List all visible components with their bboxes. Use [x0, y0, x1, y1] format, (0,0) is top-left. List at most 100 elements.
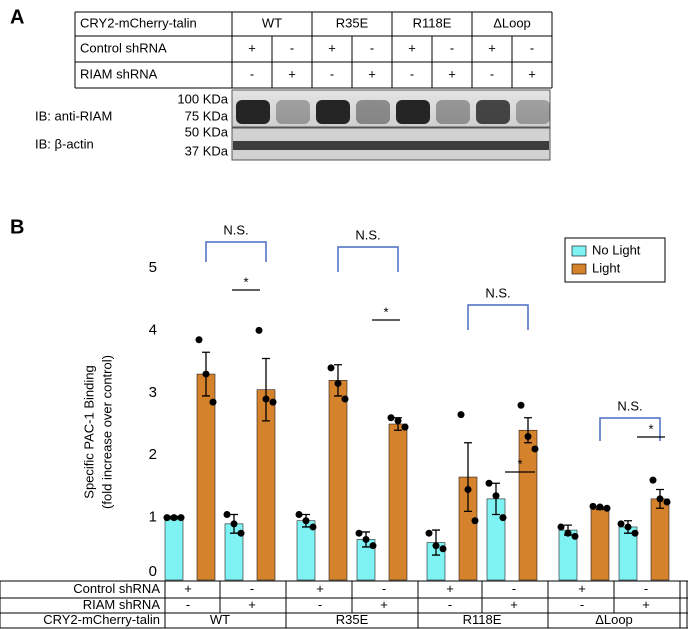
- cell: +: [328, 40, 336, 55]
- annotation: *: [517, 456, 522, 471]
- annotation: N.S.: [355, 227, 380, 242]
- mw-marker: 100 KDa: [177, 91, 228, 106]
- data-point: [464, 486, 472, 494]
- column-header: R118E: [463, 612, 502, 627]
- row-label: CRY2-mCherry-talin: [43, 612, 160, 627]
- data-point: [663, 498, 671, 506]
- data-point: [170, 514, 178, 522]
- data-point: [524, 432, 532, 440]
- mw-marker: 75 KDa: [185, 108, 229, 123]
- y-tick-label: 3: [149, 384, 157, 401]
- data-point: [223, 510, 231, 518]
- cell: +: [368, 66, 376, 81]
- bar: [328, 380, 348, 581]
- data-point: [531, 445, 539, 453]
- data-point: [209, 398, 217, 406]
- cell: +: [510, 597, 518, 612]
- row-label: Control shRNA: [73, 581, 160, 596]
- column-header: R35E: [336, 612, 369, 627]
- column-header: WT: [210, 612, 230, 627]
- data-point: [309, 523, 317, 531]
- row-label: RIAM shRNA: [80, 66, 158, 81]
- error-bar: [262, 357, 270, 422]
- data-point: [571, 532, 579, 540]
- blot-label: IB: anti-RIAM: [35, 108, 112, 123]
- cell: +: [184, 581, 192, 596]
- column-header: R35E: [336, 15, 369, 30]
- blot-band: [356, 100, 390, 124]
- data-point: [589, 502, 597, 510]
- data-point: [603, 504, 611, 512]
- data-point: [362, 535, 370, 543]
- data-point: [425, 529, 433, 537]
- data-point: [471, 517, 479, 525]
- y-tick-label: 5: [149, 259, 157, 276]
- data-point: [334, 379, 342, 387]
- bar: [388, 423, 408, 581]
- row-label: CRY2-mCherry-talin: [80, 15, 197, 30]
- cell: +: [248, 40, 256, 55]
- cell: +: [578, 581, 586, 596]
- panel-label: A: [10, 6, 24, 28]
- data-point: [439, 545, 447, 553]
- annotation: *: [243, 274, 248, 289]
- y-tick-label: 2: [149, 446, 157, 463]
- cell: -: [512, 581, 516, 596]
- row-label: RIAM shRNA: [83, 597, 161, 612]
- legend-swatch: [571, 245, 587, 257]
- cell: +: [248, 597, 256, 612]
- error-bar: [464, 442, 472, 513]
- annotation: N.S.: [223, 222, 248, 237]
- bracket: [467, 304, 529, 330]
- cell: +: [408, 40, 416, 55]
- bracket: [337, 246, 399, 272]
- cell: +: [288, 66, 296, 81]
- data-point: [341, 395, 349, 403]
- annotation: N.S.: [617, 398, 642, 413]
- cell: +: [316, 581, 324, 596]
- data-point: [656, 495, 664, 503]
- data-point: [394, 417, 402, 425]
- blot-band: [396, 100, 430, 124]
- data-point: [557, 523, 565, 531]
- data-point: [295, 510, 303, 518]
- annotation: N.S.: [485, 285, 510, 300]
- data-point: [457, 411, 465, 419]
- y-axis-label: Specific PAC-1 Binding: [81, 365, 96, 498]
- column-header: ΔLoop: [595, 612, 633, 627]
- column-header: R118E: [413, 15, 452, 30]
- annotation: *: [648, 421, 653, 436]
- data-point: [517, 401, 525, 409]
- column-header: ΔLoop: [493, 15, 531, 30]
- mw-marker: 50 KDa: [185, 124, 229, 139]
- data-point: [202, 370, 210, 378]
- cell: -: [250, 66, 254, 81]
- actin-band: [233, 141, 549, 150]
- data-point: [327, 364, 335, 372]
- blot-band: [476, 100, 510, 124]
- blot-band: [436, 100, 470, 124]
- bar: [164, 517, 184, 581]
- cell: -: [186, 597, 190, 612]
- data-point: [237, 529, 245, 537]
- cell: +: [446, 581, 454, 596]
- cell: -: [330, 66, 334, 81]
- cell: -: [490, 66, 494, 81]
- cell: +: [380, 597, 388, 612]
- blot-band: [316, 100, 350, 124]
- data-point: [302, 517, 310, 525]
- cell: -: [410, 66, 414, 81]
- data-point: [255, 326, 263, 334]
- data-point: [485, 479, 493, 487]
- cell: -: [370, 40, 374, 55]
- data-point: [564, 529, 572, 537]
- cell: +: [528, 66, 536, 81]
- data-point: [163, 514, 171, 522]
- y-axis-label: (fold increase over control): [99, 355, 114, 509]
- legend-label: No Light: [592, 242, 641, 257]
- legend-label: Light: [592, 260, 621, 275]
- data-point: [499, 514, 507, 522]
- legend-box: [564, 237, 666, 283]
